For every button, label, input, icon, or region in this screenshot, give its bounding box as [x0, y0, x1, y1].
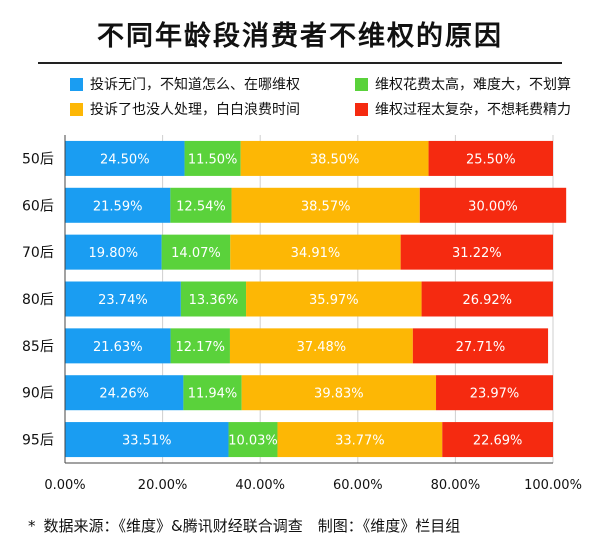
bar-segment [419, 187, 567, 223]
data-label: 14.07% [171, 246, 221, 261]
bar-segment [170, 187, 232, 223]
bar-segment [400, 234, 553, 270]
legend-item-3: 投诉了也没人处理，白白浪费时间 [70, 99, 300, 119]
legend-swatch-3 [70, 102, 83, 116]
data-label: 34.91% [291, 246, 341, 261]
category-label: 95后 [22, 433, 54, 449]
footer-source: 数据来源：《维度》&腾讯财经联合调查 制图：《维度》栏目组 [43, 517, 461, 535]
stacked-bar-chart: 0.00% 20.00% 40.00% 60.00% 80.00% 100.00% 50后 2… [22, 135, 582, 493]
data-label: 23.74% [98, 293, 148, 308]
data-label: 33.51% [122, 434, 172, 449]
legend-label-2: 维权花费太高，难度大，不划算 [375, 77, 571, 93]
data-label: 11.94% [188, 387, 238, 402]
bar-segment [65, 140, 185, 176]
legend: 投诉无门，不知道怎么、在哪维权 维权花费太高，难度大，不划算 投诉了也没人处理，… [0, 74, 600, 122]
data-label: 13.36% [189, 293, 239, 308]
bar-segment [170, 328, 230, 364]
legend-item-1: 投诉无门，不知道怎么、在哪维权 [70, 74, 300, 94]
data-label: 10.03% [228, 434, 278, 449]
legend-item-4: 维权过程太复杂，不想耗费精力 [355, 99, 571, 119]
x-tick-label: 80.00% [431, 478, 481, 493]
category-label: 50后 [22, 151, 54, 167]
category-label: 90后 [22, 386, 54, 402]
legend-swatch-2 [355, 77, 368, 91]
bar-segment [65, 422, 229, 458]
data-label: 38.57% [301, 199, 351, 214]
bar-segment [230, 234, 401, 270]
category-label: 85后 [22, 339, 54, 355]
bar-segment [246, 281, 422, 317]
data-label: 33.77% [335, 434, 385, 449]
legend-label-1: 投诉无门，不知道怎么、在哪维权 [90, 77, 300, 93]
footer-note: * 数据来源：《维度》&腾讯财经联合调查 制图：《维度》栏目组 [28, 515, 460, 536]
data-label: 31.22% [452, 246, 502, 261]
bar-segment [436, 375, 553, 411]
data-label: 35.97% [309, 293, 359, 308]
data-label: 38.50% [310, 152, 360, 167]
category-label: 70后 [22, 245, 54, 261]
x-tick-label: 60.00% [333, 478, 383, 493]
bar-segment [184, 140, 241, 176]
bar-segment [65, 281, 181, 317]
chart-title: 不同年龄段消费者不维权的原因 [97, 21, 503, 52]
data-label: 12.17% [175, 340, 225, 355]
bar-segment [412, 328, 549, 364]
category-label: 60后 [22, 198, 54, 214]
data-label: 30.00% [468, 199, 518, 214]
bar-segment [183, 375, 242, 411]
data-label: 11.50% [188, 152, 238, 167]
title-divider [38, 62, 562, 64]
data-label: 26.92% [462, 293, 512, 308]
x-tick-label: 20.00% [138, 478, 188, 493]
data-label: 24.26% [99, 387, 149, 402]
bar-segment [65, 328, 171, 364]
footer-star: * [28, 517, 36, 535]
bar-segment [161, 234, 231, 270]
x-tick-label: 40.00% [235, 478, 285, 493]
bar-segment [428, 140, 553, 176]
data-label: 19.80% [89, 246, 139, 261]
data-label: 37.48% [297, 340, 347, 355]
bar-segment [65, 234, 162, 270]
bar-segment [229, 328, 413, 364]
data-label: 27.71% [456, 340, 506, 355]
bar-segment [65, 375, 184, 411]
data-label: 24.50% [100, 152, 150, 167]
x-tick-label: 0.00% [44, 478, 85, 493]
bar-segment [65, 187, 171, 223]
bar-segment [277, 422, 443, 458]
legend-label-3: 投诉了也没人处理，白白浪费时间 [90, 102, 300, 118]
bar-segment [442, 422, 553, 458]
category-label: 80后 [22, 292, 54, 308]
legend-swatch-1 [70, 77, 83, 91]
bar-segment [240, 140, 429, 176]
data-label: 25.50% [466, 152, 516, 167]
data-label: 21.63% [93, 340, 143, 355]
data-label: 12.54% [176, 199, 226, 214]
bar-segment [241, 375, 437, 411]
data-label: 39.83% [314, 387, 364, 402]
x-tick-label: 100.00% [524, 478, 582, 493]
legend-item-2: 维权花费太高，难度大，不划算 [355, 74, 571, 94]
bar-segment [421, 281, 553, 317]
bar-segment [231, 187, 420, 223]
data-label: 21.59% [93, 199, 143, 214]
bar-segment [180, 281, 247, 317]
legend-label-4: 维权过程太复杂，不想耗费精力 [375, 102, 571, 118]
bar-segment [228, 422, 278, 458]
legend-swatch-4 [355, 102, 368, 116]
data-label: 23.97% [470, 387, 520, 402]
data-label: 22.69% [473, 434, 523, 449]
